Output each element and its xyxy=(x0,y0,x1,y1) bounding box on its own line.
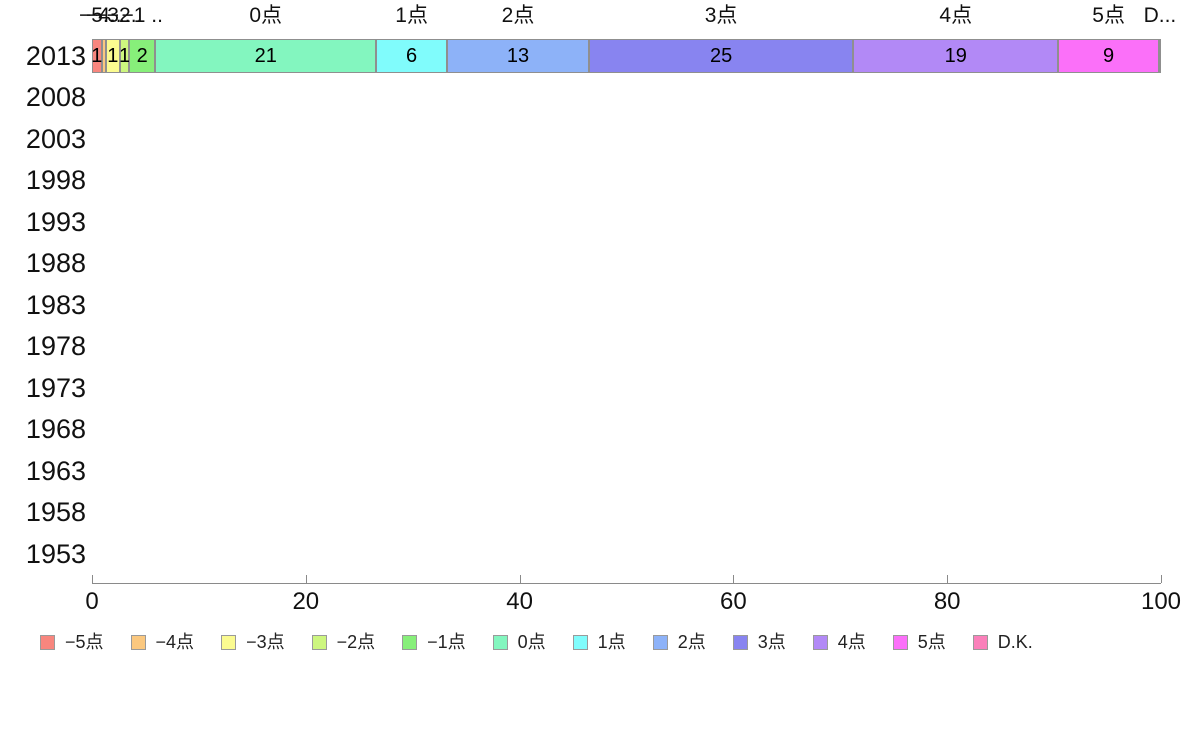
legend-swatch xyxy=(311,634,327,650)
legend-label: 2点 xyxy=(677,632,706,652)
x-axis-tick-label: 20 xyxy=(292,588,320,615)
y-axis-label: 1973 xyxy=(25,372,86,403)
y-axis-label: 1993 xyxy=(25,206,86,237)
segment-annotation: −2.. xyxy=(106,4,143,27)
legend-item[interactable]: 5点 xyxy=(892,632,946,652)
legend-label: −3点 xyxy=(246,632,285,652)
y-axis-label: 1988 xyxy=(25,248,86,279)
x-axis-tick xyxy=(92,575,93,583)
bar-segment[interactable]: 13 xyxy=(446,39,590,73)
legend-swatch xyxy=(972,634,988,650)
x-axis-tick xyxy=(733,575,735,583)
y-axis-label: 1983 xyxy=(25,289,86,320)
x-axis-tick-label: 40 xyxy=(506,588,533,615)
legend-item[interactable]: −4点 xyxy=(130,632,195,652)
legend-swatch xyxy=(812,634,828,650)
bar-segment[interactable]: 2 xyxy=(129,39,156,73)
legend-label: 4点 xyxy=(837,632,866,652)
legend-item[interactable]: 4点 xyxy=(812,632,866,652)
legend-label: D.K. xyxy=(997,632,1033,652)
x-axis-tick xyxy=(519,575,521,583)
bar-segment[interactable]: 6 xyxy=(376,39,447,73)
legend-item[interactable]: −1点 xyxy=(402,632,466,652)
legend-item[interactable]: D.K. xyxy=(972,632,1033,652)
legend-swatch xyxy=(732,634,748,650)
legend-label: −1点 xyxy=(427,632,466,652)
segment-annotation: 2点 xyxy=(501,4,535,27)
segment-annotation: 4点 xyxy=(939,4,973,27)
legend-label: 1点 xyxy=(597,632,626,652)
segment-annotation: 5点 xyxy=(1092,4,1125,27)
bar-segment[interactable] xyxy=(101,39,106,73)
x-axis-tick-label: 100 xyxy=(1140,588,1182,615)
legend-item[interactable]: −3点 xyxy=(221,632,285,652)
legend-swatch xyxy=(492,634,508,650)
segment-annotation: 0点 xyxy=(249,4,283,27)
legend-label: 3点 xyxy=(757,632,786,652)
y-axis-label: 1953 xyxy=(25,538,86,569)
legend-swatch xyxy=(221,634,237,650)
segment-value-label: 1 xyxy=(91,44,103,67)
x-axis-tick xyxy=(305,575,307,583)
y-axis-label: 2008 xyxy=(25,82,86,113)
legend-swatch xyxy=(130,634,146,650)
legend-label: −2点 xyxy=(336,632,376,652)
bar-segment[interactable]: 19 xyxy=(853,39,1059,73)
segment-value-label: 25 xyxy=(709,44,733,67)
segment-value-label: 21 xyxy=(254,44,277,67)
legend-swatch xyxy=(652,634,668,650)
y-axis-label: 2003 xyxy=(25,123,86,154)
chart-legend: −5点 −4点 −3点 −2点 −1点 0点 1点 2点 3点 4点 5点 D.K. xyxy=(40,632,1033,652)
segment-value-label: 1 xyxy=(107,44,119,67)
legend-item[interactable]: 0点 xyxy=(492,632,546,652)
segment-annotation: −4.. xyxy=(85,4,122,27)
x-axis-tick xyxy=(1161,575,1162,583)
bar-segment[interactable]: 1 xyxy=(91,39,103,73)
x-axis-tick-label: 80 xyxy=(933,588,961,615)
legend-item[interactable]: −5点 xyxy=(40,632,104,652)
segment-value-label: 19 xyxy=(944,44,967,67)
y-axis-label: 1963 xyxy=(25,455,86,486)
x-axis-tick-label: 0 xyxy=(85,588,99,615)
segment-value-label: 6 xyxy=(406,44,418,67)
segment-annotation: −5.. xyxy=(78,4,115,27)
legend-label: −5点 xyxy=(65,632,104,652)
segment-annotation: −1 .. xyxy=(121,4,163,27)
bar-segment[interactable]: 1 xyxy=(119,39,131,73)
segment-annotation: −3.. xyxy=(95,4,131,27)
segment-annotation: 3点 xyxy=(704,4,738,27)
legend-item[interactable]: −2点 xyxy=(311,632,376,652)
y-axis-label: 2013 xyxy=(25,41,86,71)
segment-value-label: 9 xyxy=(1103,44,1115,67)
legend-label: −4点 xyxy=(155,632,195,652)
legend-item[interactable]: 2点 xyxy=(652,632,706,652)
x-axis-tick xyxy=(947,575,949,583)
x-axis-line xyxy=(92,583,1161,584)
legend-swatch xyxy=(892,634,908,650)
segment-value-label: 1 xyxy=(119,44,131,67)
bar-segment[interactable]: 25 xyxy=(589,39,854,73)
legend-swatch xyxy=(402,634,418,650)
segment-annotation: D... xyxy=(1143,4,1177,27)
y-axis-label: 1968 xyxy=(25,414,86,445)
y-axis-label: 1978 xyxy=(25,331,86,362)
legend-item[interactable]: 1点 xyxy=(572,632,626,652)
bar-segment[interactable]: 21 xyxy=(155,39,377,73)
bar-segment[interactable]: 1 xyxy=(105,39,120,73)
legend-label: 5点 xyxy=(917,632,946,652)
bar-segment[interactable] xyxy=(1158,39,1161,73)
segment-value-label: 13 xyxy=(506,44,530,67)
x-axis-tick-label: 60 xyxy=(720,588,747,615)
legend-swatch xyxy=(40,634,55,650)
legend-label: 0点 xyxy=(517,632,546,652)
bar-segment[interactable]: 9 xyxy=(1058,39,1159,73)
y-axis-label: 1998 xyxy=(25,165,86,196)
legend-swatch xyxy=(572,634,588,650)
segment-annotation: 1点 xyxy=(395,4,428,27)
legend-item[interactable]: 3点 xyxy=(732,632,786,652)
segment-value-label: 2 xyxy=(136,44,148,67)
y-axis-label: 1958 xyxy=(25,497,86,528)
